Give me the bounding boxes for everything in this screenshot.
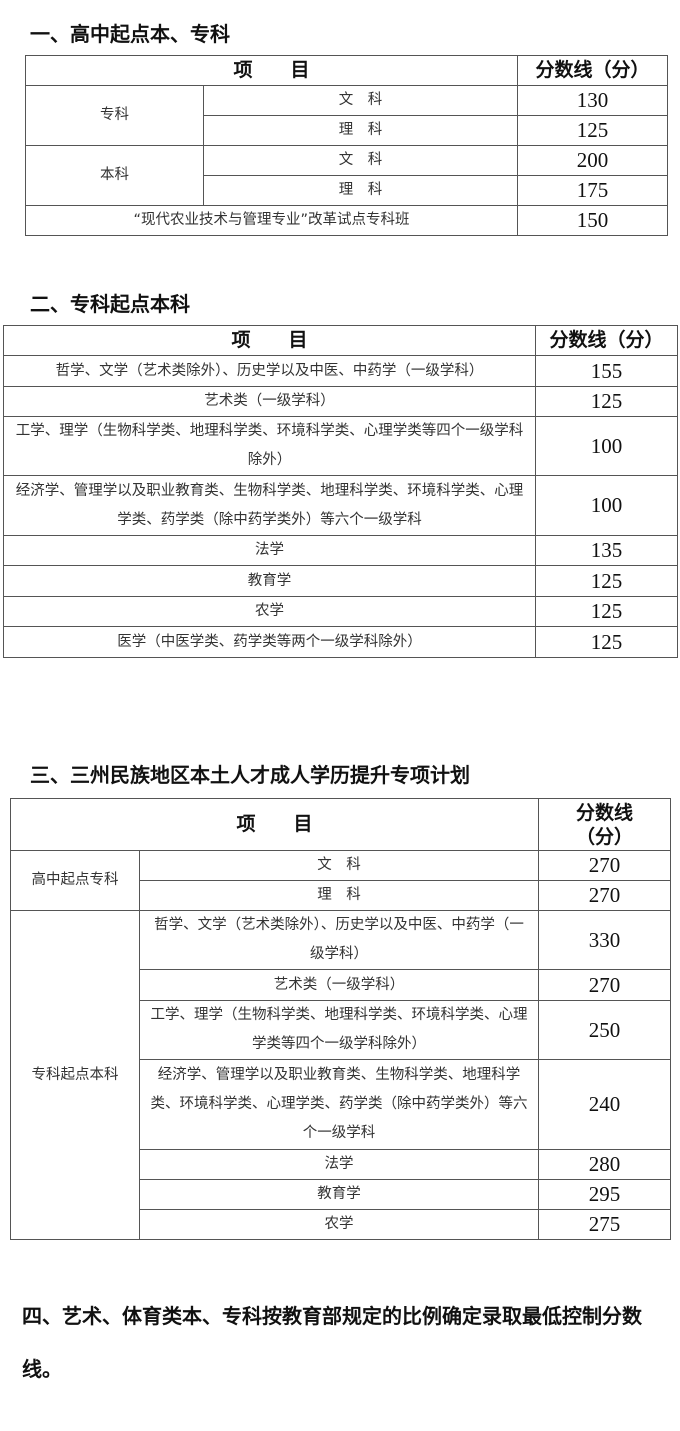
score: 330 — [538, 910, 672, 970]
score: 125 — [517, 115, 669, 146]
row-label: 农学 — [3, 596, 536, 627]
score: 280 — [538, 1149, 672, 1180]
score: 270 — [538, 850, 672, 881]
sub-label: 理 科 — [202, 175, 519, 206]
header-item: 项 目 — [3, 325, 536, 356]
score: 150 — [517, 205, 669, 236]
row-label: 医学（中医学类、药学类等两个一级学科除外） — [3, 626, 536, 658]
special-label: “现代农业技术与管理专业”改革试点专科班 — [24, 205, 519, 236]
row-label: 教育学 — [3, 565, 536, 597]
score: 100 — [535, 416, 678, 476]
row-label: 工学、理学（生物科学类、地理科学类、环境科学类、心理学类等四个一级学科除外） — [3, 416, 536, 476]
group-label: 专科 — [25, 85, 204, 146]
section3-table: 项 目分数线（分） 高中起点专科文 科 270 理 科 270 专科起点本科 哲学、文… — [9, 798, 672, 1240]
header-score: 分数线（分） — [517, 55, 669, 86]
section1-table: 项 目分数线（分） 专科文 科 130 理 科 125 本科文 科 200 理 科 17… — [24, 55, 669, 236]
score: 155 — [535, 355, 678, 387]
score: 100 — [535, 475, 678, 536]
score: 125 — [535, 626, 678, 658]
section3-title: 三、三州民族地区本土人才成人学历提升专项计划 — [30, 763, 470, 787]
sub-label: 文 科 — [202, 145, 519, 176]
section2-title: 二、专科起点本科 — [30, 292, 190, 316]
sub-label: 理 科 — [202, 115, 519, 146]
score: 125 — [535, 565, 678, 597]
sub-label: 农学 — [138, 1209, 540, 1240]
header-item: 项 目 — [9, 798, 540, 851]
score: 130 — [517, 85, 669, 116]
sub-label: 工学、理学（生物科学类、地理科学类、环境科学类、心理学类等四个一级学科除外） — [138, 1000, 540, 1060]
score: 275 — [538, 1209, 672, 1240]
section4-text: 四、艺术、体育类本、专科按教育部规定的比例确定录取最低控制分数线。 — [22, 1304, 642, 1381]
sub-label: 文 科 — [138, 850, 540, 881]
score: 200 — [517, 145, 669, 176]
section2-table: 项 目分数线（分） 哲学、文学（艺术类除外）、历史学以及中医、中药学（一级学科）… — [3, 325, 678, 658]
sub-label: 法学 — [138, 1149, 540, 1180]
sub-label: 经济学、管理学以及职业教育类、生物科学类、地理科学类、环境科学类、心理学类、药学… — [138, 1059, 540, 1150]
section1-title: 一、高中起点本、专科 — [30, 22, 230, 46]
score: 135 — [535, 535, 678, 566]
score: 270 — [538, 969, 672, 1001]
header-score: 分数线（分） — [535, 325, 678, 356]
sub-label: 文 科 — [202, 85, 519, 116]
row-label: 哲学、文学（艺术类除外）、历史学以及中医、中药学（一级学科） — [3, 355, 536, 387]
group-label: 专科起点本科 — [10, 910, 140, 1240]
score: 125 — [535, 386, 678, 417]
score: 240 — [538, 1059, 672, 1150]
score: 125 — [535, 596, 678, 627]
row-label: 艺术类（一级学科） — [3, 386, 536, 417]
sub-label: 理 科 — [138, 880, 540, 911]
group-label: 高中起点专科 — [10, 850, 140, 911]
score: 295 — [538, 1179, 672, 1210]
row-label: 法学 — [3, 535, 536, 566]
sub-label: 哲学、文学（艺术类除外）、历史学以及中医、中药学（一级学科） — [138, 910, 540, 970]
sub-label: 艺术类（一级学科） — [138, 969, 540, 1001]
header-item: 项 目 — [24, 55, 519, 86]
score: 250 — [538, 1000, 672, 1060]
header-score: 分数线（分） — [538, 798, 672, 851]
sub-label: 教育学 — [138, 1179, 540, 1210]
score: 175 — [517, 175, 669, 206]
score: 270 — [538, 880, 672, 911]
row-label: 经济学、管理学以及职业教育类、生物科学类、地理科学类、环境科学类、心理学类、药学… — [3, 475, 536, 536]
group-label: 本科 — [25, 145, 204, 206]
